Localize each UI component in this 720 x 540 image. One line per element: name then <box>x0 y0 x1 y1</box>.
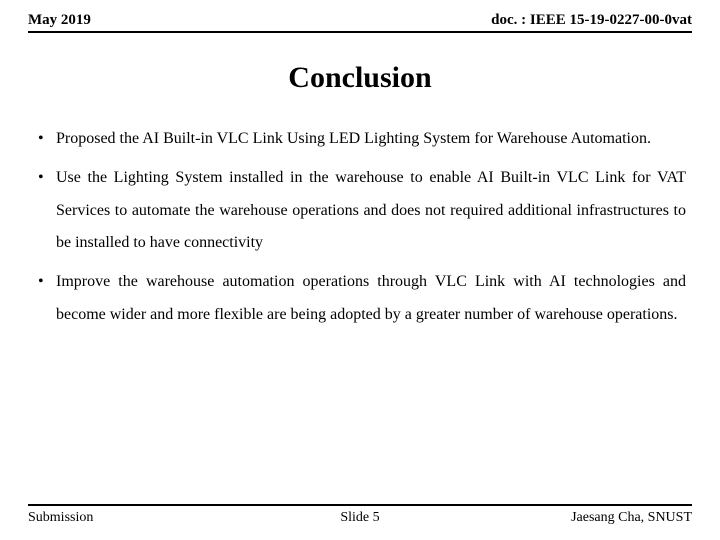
footer-left: Submission <box>28 510 93 526</box>
header-date: May 2019 <box>28 12 91 29</box>
slide-title: Conclusion <box>28 61 692 95</box>
footer-right: Jaesang Cha, SNUST <box>571 510 692 526</box>
slide-page: May 2019 doc. : IEEE 15-19-0227-00-0vat … <box>0 0 720 540</box>
bullet-item: Use the Lighting System installed in the… <box>34 162 686 260</box>
header-doc-id: doc. : IEEE 15-19-0227-00-0vat <box>491 12 692 29</box>
bullet-item: Proposed the AI Built-in VLC Link Using … <box>34 123 686 156</box>
slide-header: May 2019 doc. : IEEE 15-19-0227-00-0vat <box>28 12 692 33</box>
bullet-item: Improve the warehouse automation operati… <box>34 266 686 332</box>
bullet-list: Proposed the AI Built-in VLC Link Using … <box>28 123 692 332</box>
slide-footer: Submission Slide 5 Jaesang Cha, SNUST <box>28 504 692 526</box>
